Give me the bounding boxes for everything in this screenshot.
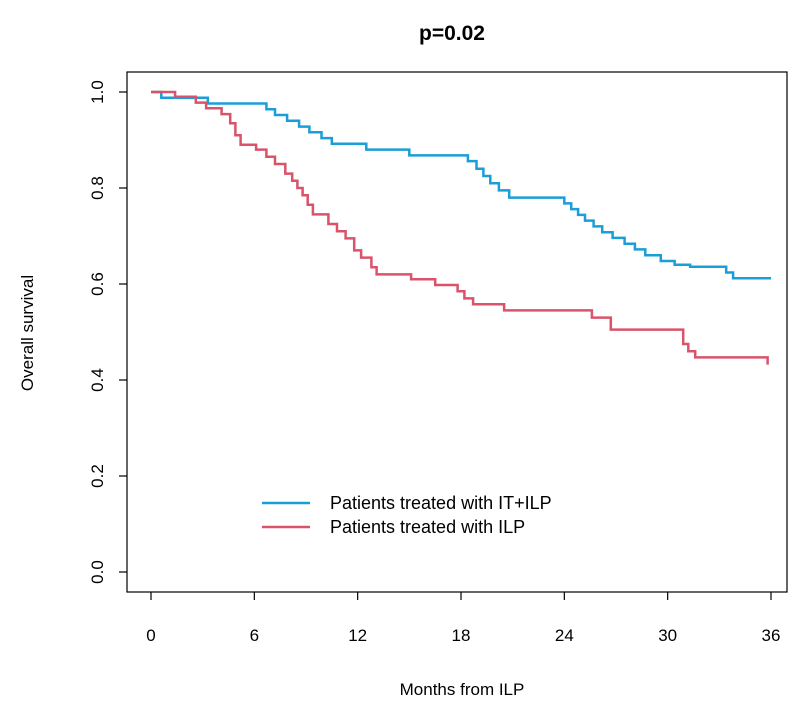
y-tick-label: 0.8: [88, 176, 107, 200]
y-axis: 0.0 0.2 0.4 0.6 0.8 1.0: [88, 80, 127, 584]
series-line-ilp: [151, 90, 769, 365]
x-tick-label: 0: [146, 626, 155, 645]
y-tick-label: 0.2: [88, 464, 107, 488]
x-tick-label: 24: [555, 626, 574, 645]
chart-title: p=0.02: [419, 22, 485, 45]
legend-label-it-ilp: Patients treated with IT+ILP: [330, 493, 552, 513]
y-tick-label: 0.6: [88, 272, 107, 296]
y-tick-label: 0.4: [88, 368, 107, 392]
x-tick-label: 30: [658, 626, 677, 645]
legend-label-ilp: Patients treated with ILP: [330, 517, 525, 537]
plot-frame: [126, 71, 788, 593]
legend: Patients treated with IT+ILP Patients tr…: [262, 493, 552, 537]
series-layer: [151, 90, 771, 365]
x-axis: 0 6 12 18 24 30 36: [146, 592, 780, 645]
x-tick-label: 6: [250, 626, 259, 645]
x-tick-label: 36: [762, 626, 781, 645]
y-tick-label: 1.0: [88, 80, 107, 104]
x-axis-title: Months from ILP: [400, 680, 525, 699]
y-axis-title: Overall survival: [18, 275, 37, 391]
x-tick-label: 18: [452, 626, 471, 645]
series-line-it-ilp: [151, 90, 771, 280]
x-tick-label: 12: [348, 626, 367, 645]
y-tick-label: 0.0: [88, 560, 107, 584]
